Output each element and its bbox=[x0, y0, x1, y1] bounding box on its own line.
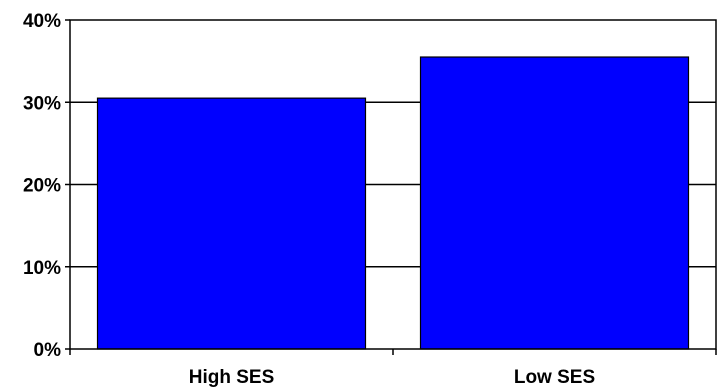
y-tick-label-1: 10% bbox=[23, 258, 61, 279]
y-tick-label-4: 40% bbox=[23, 11, 61, 32]
x-category-label-1: Low SES bbox=[514, 367, 595, 388]
y-tick-label-0: 0% bbox=[34, 340, 62, 361]
bar-high-ses bbox=[96, 97, 367, 350]
y-axis-tick-labels: 0% 10% 20% 30% 40% bbox=[23, 11, 61, 361]
y-tick-label-3: 30% bbox=[23, 93, 61, 114]
x-category-label-0: High SES bbox=[189, 367, 275, 388]
bars bbox=[96, 56, 690, 350]
bar-low-ses bbox=[419, 56, 690, 350]
x-axis-category-labels: High SES Low SES bbox=[189, 367, 595, 388]
y-tick-label-2: 20% bbox=[23, 176, 61, 197]
plot-area-border bbox=[69, 19, 717, 350]
